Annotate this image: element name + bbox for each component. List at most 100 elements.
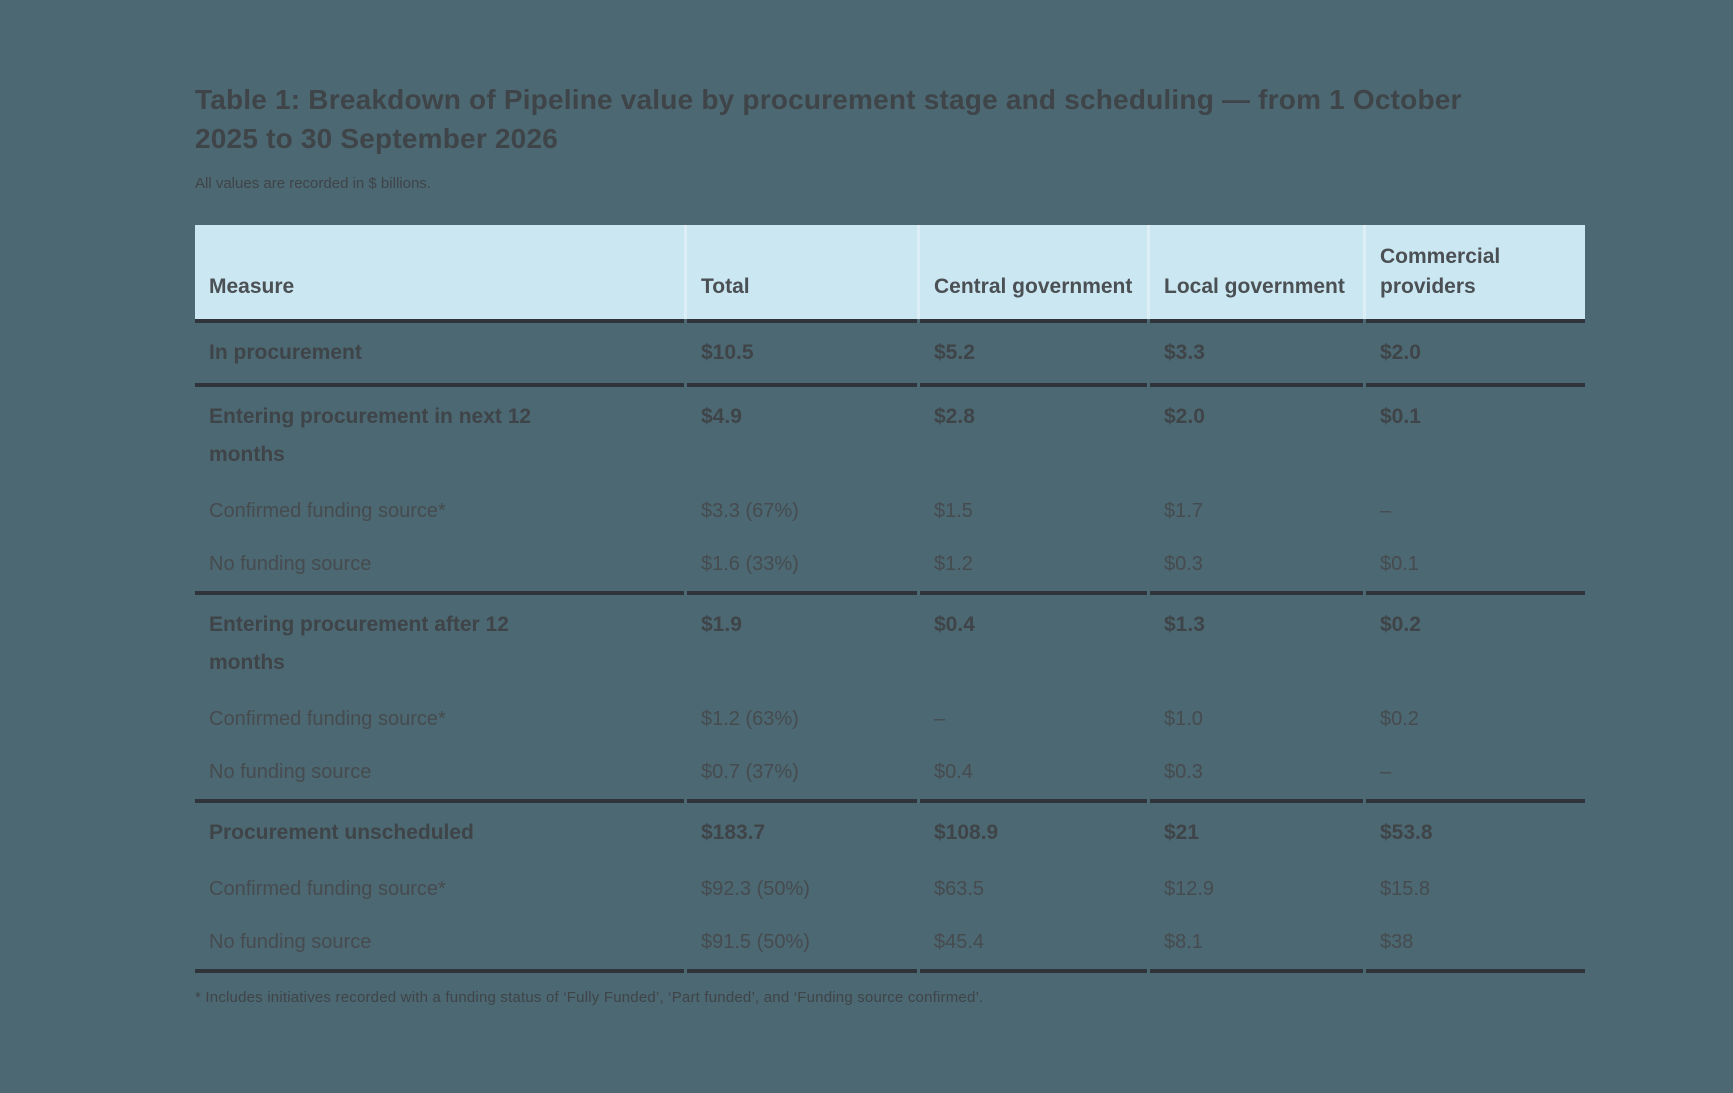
header-cell-central-government: Central government	[920, 225, 1147, 319]
header-cell-measure: Measure	[195, 225, 684, 319]
total-cell: $4.9	[701, 405, 742, 428]
header-cell-local-government: Local government	[1150, 225, 1363, 319]
page-subtitle: All values are recorded in $ billions.	[195, 175, 431, 192]
rule-segment	[920, 969, 1147, 973]
total-cell: $1.6 (33%)	[701, 553, 799, 575]
local-government-cell: $0.3	[1164, 761, 1203, 783]
local-government-cell: $0.3	[1164, 553, 1203, 575]
rule-segment	[1150, 383, 1363, 387]
rule-segment	[920, 383, 1147, 387]
rule-segment	[195, 799, 684, 803]
table-row-procurement-unscheduled: Procurement unscheduled $183.7 $108.9 $2…	[195, 803, 1585, 863]
rule-segment	[687, 591, 917, 595]
commercial-providers-cell: $38	[1380, 931, 1414, 953]
local-government-cell: $2.0	[1164, 405, 1205, 428]
rule-segment	[920, 591, 1147, 595]
central-government-cell: $1.5	[934, 500, 973, 522]
table-rule	[195, 383, 1585, 387]
central-government-cell: $5.2	[934, 341, 975, 364]
rule-segment	[687, 969, 917, 973]
central-government-cell: –	[934, 708, 946, 730]
central-government-cell: $63.5	[934, 878, 985, 900]
table-rule	[195, 799, 1585, 803]
total-cell: $1.2 (63%)	[701, 708, 799, 730]
total-cell: $92.3 (50%)	[701, 878, 810, 900]
local-government-cell: $1.3	[1164, 613, 1205, 636]
page-title: Table 1: Breakdown of Pipeline value by …	[195, 84, 1462, 154]
measure-cell: No funding source	[209, 553, 372, 575]
total-cell: $91.5 (50%)	[701, 931, 810, 953]
rule-segment	[1366, 799, 1585, 803]
measure-cell: In procurement	[209, 341, 362, 364]
commercial-providers-cell: $0.1	[1380, 405, 1421, 428]
total-cell: $3.3 (67%)	[701, 500, 799, 522]
table-row-no-funding-source: No funding source $91.5 (50%) $45.4 $8.1…	[195, 916, 1585, 969]
local-government-cell: $8.1	[1164, 931, 1203, 953]
rule-segment	[1366, 591, 1585, 595]
measure-cell: Procurement unscheduled	[209, 821, 474, 844]
commercial-providers-cell: $0.2	[1380, 613, 1421, 636]
table-row-entering-next-12-months: Entering procurement in next 12 months $…	[195, 387, 1585, 485]
total-cell: $183.7	[701, 821, 766, 844]
table-row-entering-after-12-months: Entering procurement after 12 months $1.…	[195, 595, 1585, 693]
rule-segment	[920, 799, 1147, 803]
commercial-providers-cell: –	[1380, 761, 1392, 783]
total-cell: $1.9	[701, 613, 742, 636]
measure-cell: Entering procurement after 12 months	[209, 613, 509, 674]
central-government-cell: $0.4	[934, 613, 975, 636]
rule-segment	[687, 319, 917, 323]
measure-cell: Confirmed funding source*	[209, 500, 446, 522]
central-government-cell: $0.4	[934, 761, 973, 783]
commercial-providers-cell: $2.0	[1380, 341, 1421, 364]
rule-segment	[195, 969, 684, 973]
measure-cell: No funding source	[209, 761, 372, 783]
rule-segment	[687, 383, 917, 387]
table-row-confirmed-funding-source: Confirmed funding source* $1.2 (63%) – $…	[195, 693, 1585, 746]
table-header-row: Measure Total Central government Local g…	[195, 225, 1585, 319]
commercial-providers-cell: $0.1	[1380, 553, 1419, 575]
rule-segment	[1366, 969, 1585, 973]
header-cell-commercial-providers: Commercial providers	[1366, 225, 1585, 319]
total-cell: $10.5	[701, 341, 754, 364]
measure-cell: Entering procurement in next 12 months	[209, 405, 532, 466]
table-row-confirmed-funding-source: Confirmed funding source* $3.3 (67%) $1.…	[195, 485, 1585, 538]
central-government-cell: $1.2	[934, 553, 973, 575]
commercial-providers-cell: $15.8	[1380, 878, 1431, 900]
local-government-cell: $21	[1164, 821, 1200, 844]
rule-segment	[1150, 969, 1363, 973]
rule-segment	[1150, 319, 1363, 323]
table-row-no-funding-source: No funding source $1.6 (33%) $1.2 $0.3 $…	[195, 538, 1585, 591]
central-government-cell: $2.8	[934, 405, 975, 428]
commercial-providers-cell: $0.2	[1380, 708, 1419, 730]
table-row-no-funding-source: No funding source $0.7 (37%) $0.4 $0.3 –	[195, 746, 1585, 799]
rule-segment	[195, 591, 684, 595]
measure-cell: Confirmed funding source*	[209, 878, 446, 900]
local-government-cell: $3.3	[1164, 341, 1205, 364]
commercial-providers-cell: $53.8	[1380, 821, 1433, 844]
local-government-cell: $12.9	[1164, 878, 1215, 900]
pipeline-table: Measure Total Central government Local g…	[195, 225, 1585, 973]
rule-segment	[195, 319, 684, 323]
commercial-providers-cell: –	[1380, 500, 1392, 522]
table-rule	[195, 591, 1585, 595]
rule-segment	[1150, 591, 1363, 595]
table-rule	[195, 969, 1585, 973]
rule-segment	[920, 319, 1147, 323]
table-row-in-procurement: In procurement $10.5 $5.2 $3.3 $2.0	[195, 323, 1585, 383]
measure-cell: No funding source	[209, 931, 372, 953]
table-rule	[195, 319, 1585, 323]
central-government-cell: $45.4	[934, 931, 985, 953]
rule-segment	[1366, 319, 1585, 323]
rule-segment	[195, 383, 684, 387]
rule-segment	[687, 799, 917, 803]
report-content: Table 1: Breakdown of Pipeline value by …	[195, 80, 1585, 1006]
rule-segment	[1150, 799, 1363, 803]
table-row-confirmed-funding-source: Confirmed funding source* $92.3 (50%) $6…	[195, 863, 1585, 916]
table-footnote: * Includes initiatives recorded with a f…	[195, 989, 984, 1006]
local-government-cell: $1.0	[1164, 708, 1203, 730]
central-government-cell: $108.9	[934, 821, 999, 844]
total-cell: $0.7 (37%)	[701, 761, 799, 783]
local-government-cell: $1.7	[1164, 500, 1203, 522]
measure-cell: Confirmed funding source*	[209, 708, 446, 730]
